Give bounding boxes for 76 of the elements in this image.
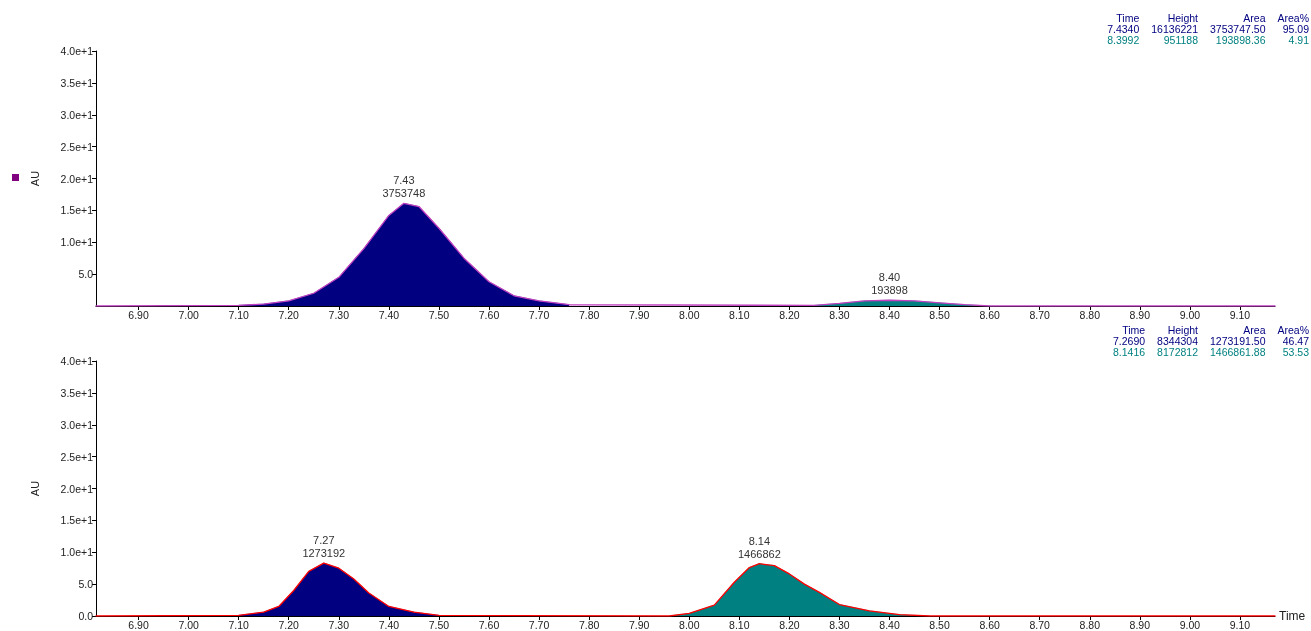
y-axis-title: AU: [28, 480, 41, 497]
x-tick-label: 8.80: [1079, 618, 1101, 631]
annotation: 7.43 3753748: [382, 174, 426, 200]
text: 8.1416 8172812 1466861.88 53.53: [1112, 346, 1309, 358]
x-tick-label: 7.20: [278, 618, 300, 631]
y-tick-label: 1.5e+1: [60, 204, 94, 217]
x-tick-label: 8.90: [1129, 308, 1151, 321]
y-tick-label: 3.0e+1: [60, 108, 94, 121]
y-tick-label: 2.5e+1: [60, 450, 94, 463]
x-tick-label: 7.00: [178, 618, 199, 631]
x-tick-label: 8.10: [729, 618, 750, 631]
x-tick-label: 9.00: [1179, 308, 1201, 321]
x-tick-label: 7.30: [328, 308, 350, 321]
x-tick-label: 8.40: [879, 618, 900, 631]
x-tick-label: 7.40: [378, 618, 400, 631]
x-axis-title: Time: [1279, 609, 1306, 623]
x-tick-label: 7.60: [478, 618, 500, 631]
y-axis-title: AU: [28, 170, 41, 187]
x-tick-label: 8.70: [1029, 308, 1051, 321]
x-tick-label: 8.30: [829, 308, 850, 321]
x-tick-label: 7.70: [528, 618, 550, 631]
x-tick-label: 8.20: [779, 618, 800, 631]
x-tick-label: 7.90: [628, 308, 650, 321]
x-tick-label: 7.20: [278, 308, 300, 321]
x-tick-label: 8.60: [979, 618, 1001, 631]
x-tick-label: 8.90: [1129, 618, 1151, 631]
x-tick-label: 8.40: [879, 308, 900, 321]
x-tick-label: 8.70: [1029, 618, 1051, 631]
y-tick-label: 2.0e+1: [60, 482, 94, 495]
x-tick-label: 9.10: [1229, 308, 1251, 321]
x-tick-label: 7.50: [428, 308, 450, 321]
y-tick-label: 1.0e+1: [60, 546, 94, 559]
annotation: 8.40 193898: [871, 270, 908, 296]
text: Time Height Area Area%: [1116, 12, 1309, 24]
x-tick-label: 7.80: [578, 618, 600, 631]
x-tick-label: 8.00: [679, 308, 700, 321]
text: Time Height Area Area%: [1122, 324, 1309, 336]
x-tick-label: 8.60: [979, 308, 1001, 321]
y-tick-label: 3.0e+1: [60, 418, 94, 431]
text: 7.2690 8344304 1273191.50 46.47: [1112, 335, 1309, 347]
x-tick-label: 7.50: [428, 618, 450, 631]
annotation: 8.14 1466862: [737, 534, 781, 560]
text: 7.4340 16136221 3753747.50 95.09: [1107, 23, 1309, 35]
x-tick-label: 7.00: [178, 308, 199, 321]
y-tick-label: 1.5e+1: [60, 514, 94, 527]
x-tick-label: 7.60: [478, 308, 500, 321]
y-tick-label: 3.5e+1: [60, 76, 94, 89]
text: 8.3992 951188 193898.36 4.91: [1107, 34, 1309, 46]
y-tick-label: 5.0: [78, 268, 94, 281]
x-tick-label: 7.40: [378, 308, 400, 321]
y-tick-label: 5.0: [78, 578, 94, 591]
x-tick-label: 9.10: [1229, 618, 1251, 631]
y-tick-label: 4.0e+1: [60, 45, 94, 57]
x-tick-label: 8.00: [679, 618, 700, 631]
x-tick-label: 7.80: [578, 308, 600, 321]
x-tick-label: 8.80: [1079, 308, 1101, 321]
x-tick-label: 8.20: [779, 308, 800, 321]
x-tick-label: 8.30: [829, 618, 850, 631]
y-tick-label: 2.5e+1: [60, 140, 94, 153]
x-tick-label: 7.30: [328, 618, 350, 631]
x-tick-label: 9.00: [1179, 618, 1201, 631]
annotation: 7.27 1273192: [302, 534, 346, 560]
y-tick-label: 1.0e+1: [60, 236, 94, 249]
x-tick-label: 7.70: [528, 308, 550, 321]
y-tick-label: 4.0e+1: [60, 355, 94, 367]
x-tick-label: 7.10: [228, 618, 250, 631]
y-tick-label: 0.0: [78, 610, 94, 622]
x-tick-label: 8.50: [929, 618, 950, 631]
x-tick-label: 6.90: [128, 618, 149, 631]
y-tick-label: 2.0e+1: [60, 172, 94, 185]
x-tick-label: 7.90: [628, 618, 650, 631]
x-tick-label: 8.10: [729, 308, 750, 321]
x-tick-label: 7.10: [228, 308, 250, 321]
x-tick-label: 6.90: [128, 308, 149, 321]
y-tick-label: 3.5e+1: [60, 386, 94, 399]
x-tick-label: 8.50: [929, 308, 950, 321]
